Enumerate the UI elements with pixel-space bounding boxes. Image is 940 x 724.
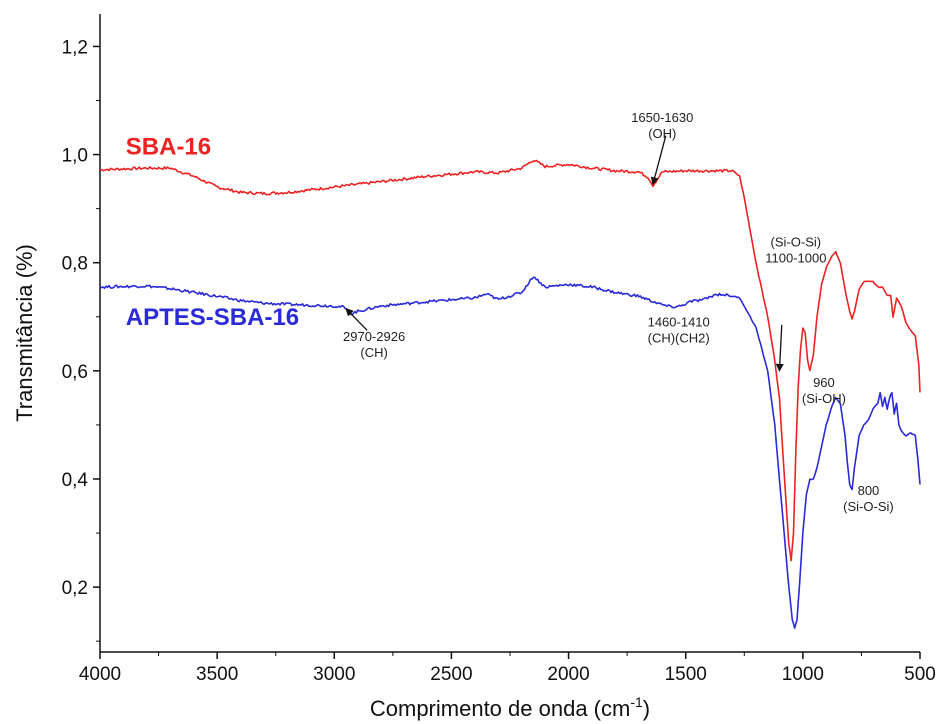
x-axis-title-superscript: -1 <box>630 694 643 710</box>
annotation-arrow <box>775 324 784 372</box>
annotation-label: 800 <box>858 483 880 498</box>
y-tick-label: 1,0 <box>62 146 88 167</box>
series-labels: SBA-16 APTES-SBA-16 <box>126 134 299 331</box>
y-tick-label: 0,6 <box>62 362 88 383</box>
annotation-sublabel: 1100-1000 <box>765 250 826 265</box>
annotation-label: 1460-1410 <box>648 315 710 330</box>
annotation-label: 1650-1630 <box>631 110 693 125</box>
annotation-label: 2970-2926 <box>343 329 405 344</box>
annotation-arrow <box>650 135 667 186</box>
x-tick-label: 4000 <box>79 664 121 685</box>
x-axis-title: Comprimento de onda (cm-1) <box>370 694 650 721</box>
series-line-sba-16 <box>99 159 921 562</box>
y-tick-label: 1,2 <box>62 37 88 58</box>
plot-area <box>99 14 920 653</box>
annotation-sublabel: (CH) <box>360 345 387 360</box>
annotations: 1650-1630(OH)(Si-O-Si)1100-10002970-2926… <box>343 110 894 514</box>
x-axis-title-close: ) <box>643 696 650 721</box>
annotation-arrow <box>345 307 368 331</box>
x-tick-label: 2000 <box>547 664 589 685</box>
series-label: APTES-SBA-16 <box>126 304 299 331</box>
series-line-aptes-sba-16 <box>99 276 921 629</box>
y-tick-label: 0,8 <box>62 254 88 275</box>
x-tick-label: 3500 <box>196 664 238 685</box>
x-tick-label: 500 <box>904 664 936 685</box>
y-tick-label: 0,2 <box>62 578 88 599</box>
x-tick-label: 2500 <box>430 664 472 685</box>
x-tick-label: 1500 <box>665 664 707 685</box>
series-lines <box>99 159 921 629</box>
annotation-label: (Si-O-Si) <box>771 234 822 249</box>
y-tick-label: 0,4 <box>62 470 89 491</box>
annotation-sublabel: (CH)(CH2) <box>648 331 710 346</box>
axis-ticks: 4000 3500 3000 2500 2000 1500 1000 500 0,2 0,4 0,6… <box>62 37 936 685</box>
annotation-sublabel: (Si-O-Si) <box>843 499 894 514</box>
annotation-sublabel: (Si-OH) <box>802 391 846 406</box>
x-axis-title-main: Comprimento de onda (cm <box>370 696 630 721</box>
x-tick-label: 1000 <box>782 664 824 685</box>
annotation-sublabel: (OH) <box>648 126 676 141</box>
series-label: SBA-16 <box>126 134 211 161</box>
y-axis-title: Transmitância (%) <box>12 244 37 422</box>
annotation-label: 960 <box>813 375 835 390</box>
x-tick-label: 3000 <box>313 664 355 685</box>
